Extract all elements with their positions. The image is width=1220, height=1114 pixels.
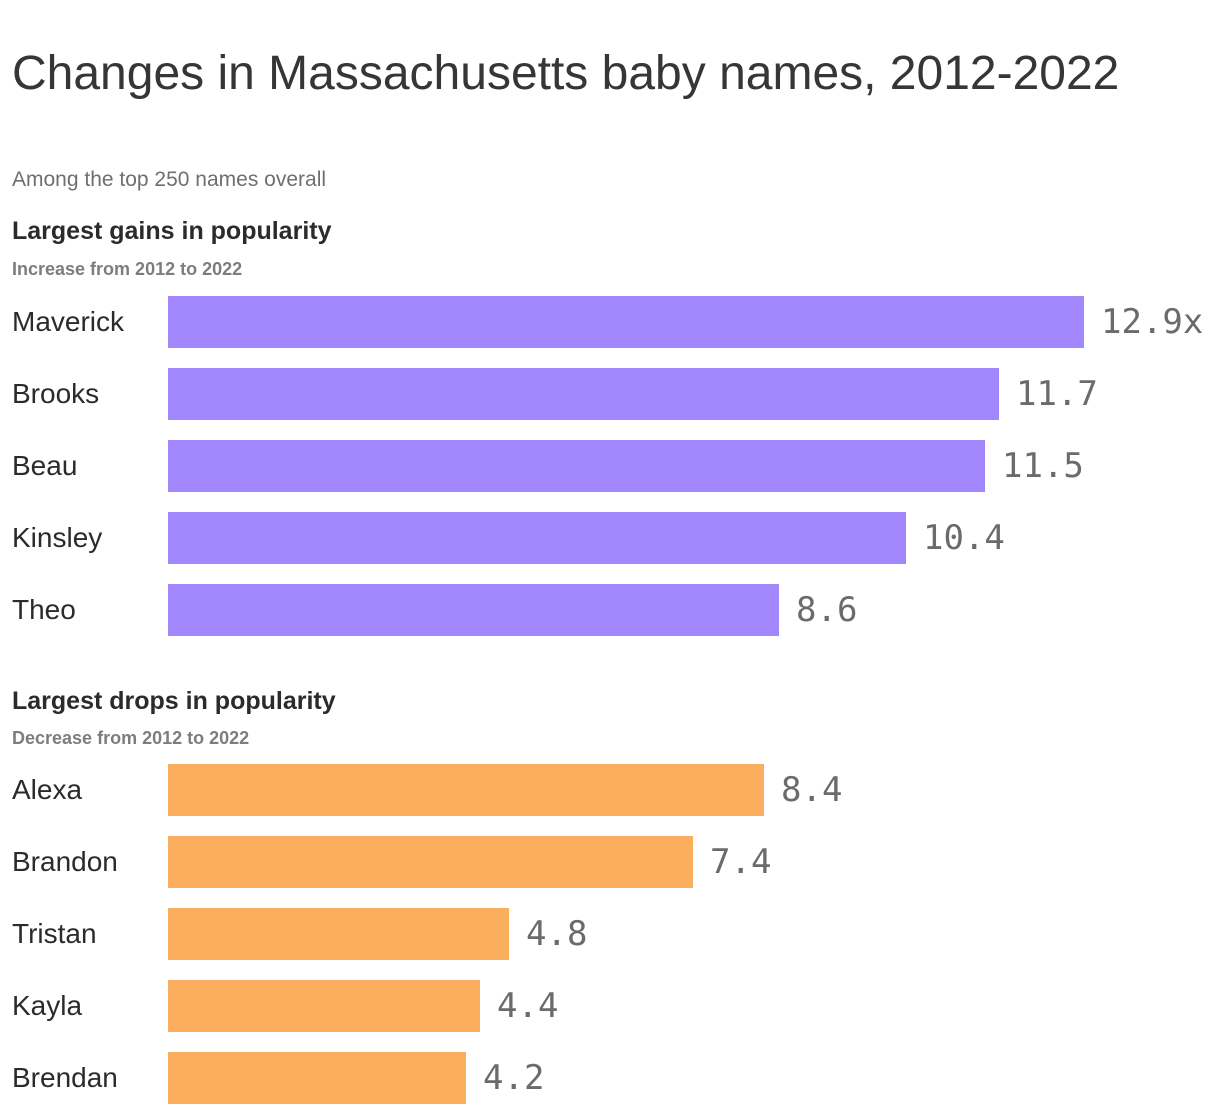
gains-bar-chart: Maverick 12.9x Brooks 11.7 Beau 11.5 Kinsley 10… [12,296,1220,636]
bar-name-label: Kinsley [12,522,103,553]
bar-name-label: Brandon [12,846,118,877]
bar-name-label: Brooks [12,378,100,409]
bar-row: Brendan 4.2 [12,1052,1220,1104]
bar-row: Brandon 7.4 [12,836,1220,888]
bar-value-label: 11.5 [1002,446,1084,486]
bar-name-label: Alexa [12,774,83,805]
bar-value-label: 12.9x [1101,302,1204,342]
bar [168,1052,466,1104]
bar [168,584,779,636]
bar-name-label: Tristan [12,918,97,949]
bar-name-label: Kayla [12,990,83,1021]
bar-row: Kinsley 10.4 [12,512,1220,564]
bar-row: Alexa 8.4 [12,764,1220,816]
bar-name-label: Theo [12,594,76,625]
gains-section-subtitle: Increase from 2012 to 2022 [12,259,243,279]
bar-name-label: Beau [12,450,78,481]
bar [168,908,509,960]
bar-row: Tristan 4.8 [12,908,1220,960]
bar-value-label: 8.4 [781,770,843,810]
bar [168,440,985,492]
bar-value-label: 8.6 [796,590,858,630]
bar-row: Kayla 4.4 [12,980,1220,1032]
bar-name-label: Brendan [12,1062,118,1093]
bar [168,368,999,420]
bar [168,836,693,888]
bar-value-label: 11.7 [1016,374,1098,414]
bar [168,980,480,1032]
bar-row: Theo 8.6 [12,584,1220,636]
drops-bar-chart: Alexa 8.4 Brandon 7.4 Tristan 4.8 Kayla 4.4 Bren… [12,764,1220,1104]
bar [168,764,764,816]
bar-value-label: 4.2 [483,1058,545,1098]
bar-value-label: 10.4 [923,518,1005,558]
bar-value-label: 4.8 [526,914,588,954]
page-subtitle: Among the top 250 names overall [12,168,327,191]
bar [168,296,1084,348]
bar-row: Beau 11.5 [12,440,1220,492]
page-title: Changes in Massachusetts baby names, 201… [12,47,1120,101]
bar-row: Maverick 12.9x [12,296,1220,348]
bar-value-label: 7.4 [710,842,772,882]
gains-section-heading: Largest gains in popularity [12,217,332,245]
drops-section-heading: Largest drops in popularity [12,687,336,715]
bar-row: Brooks 11.7 [12,368,1220,420]
bar [168,512,906,564]
bar-name-label: Maverick [12,306,125,337]
bar-value-label: 4.4 [497,986,559,1026]
drops-section-subtitle: Decrease from 2012 to 2022 [12,728,250,748]
